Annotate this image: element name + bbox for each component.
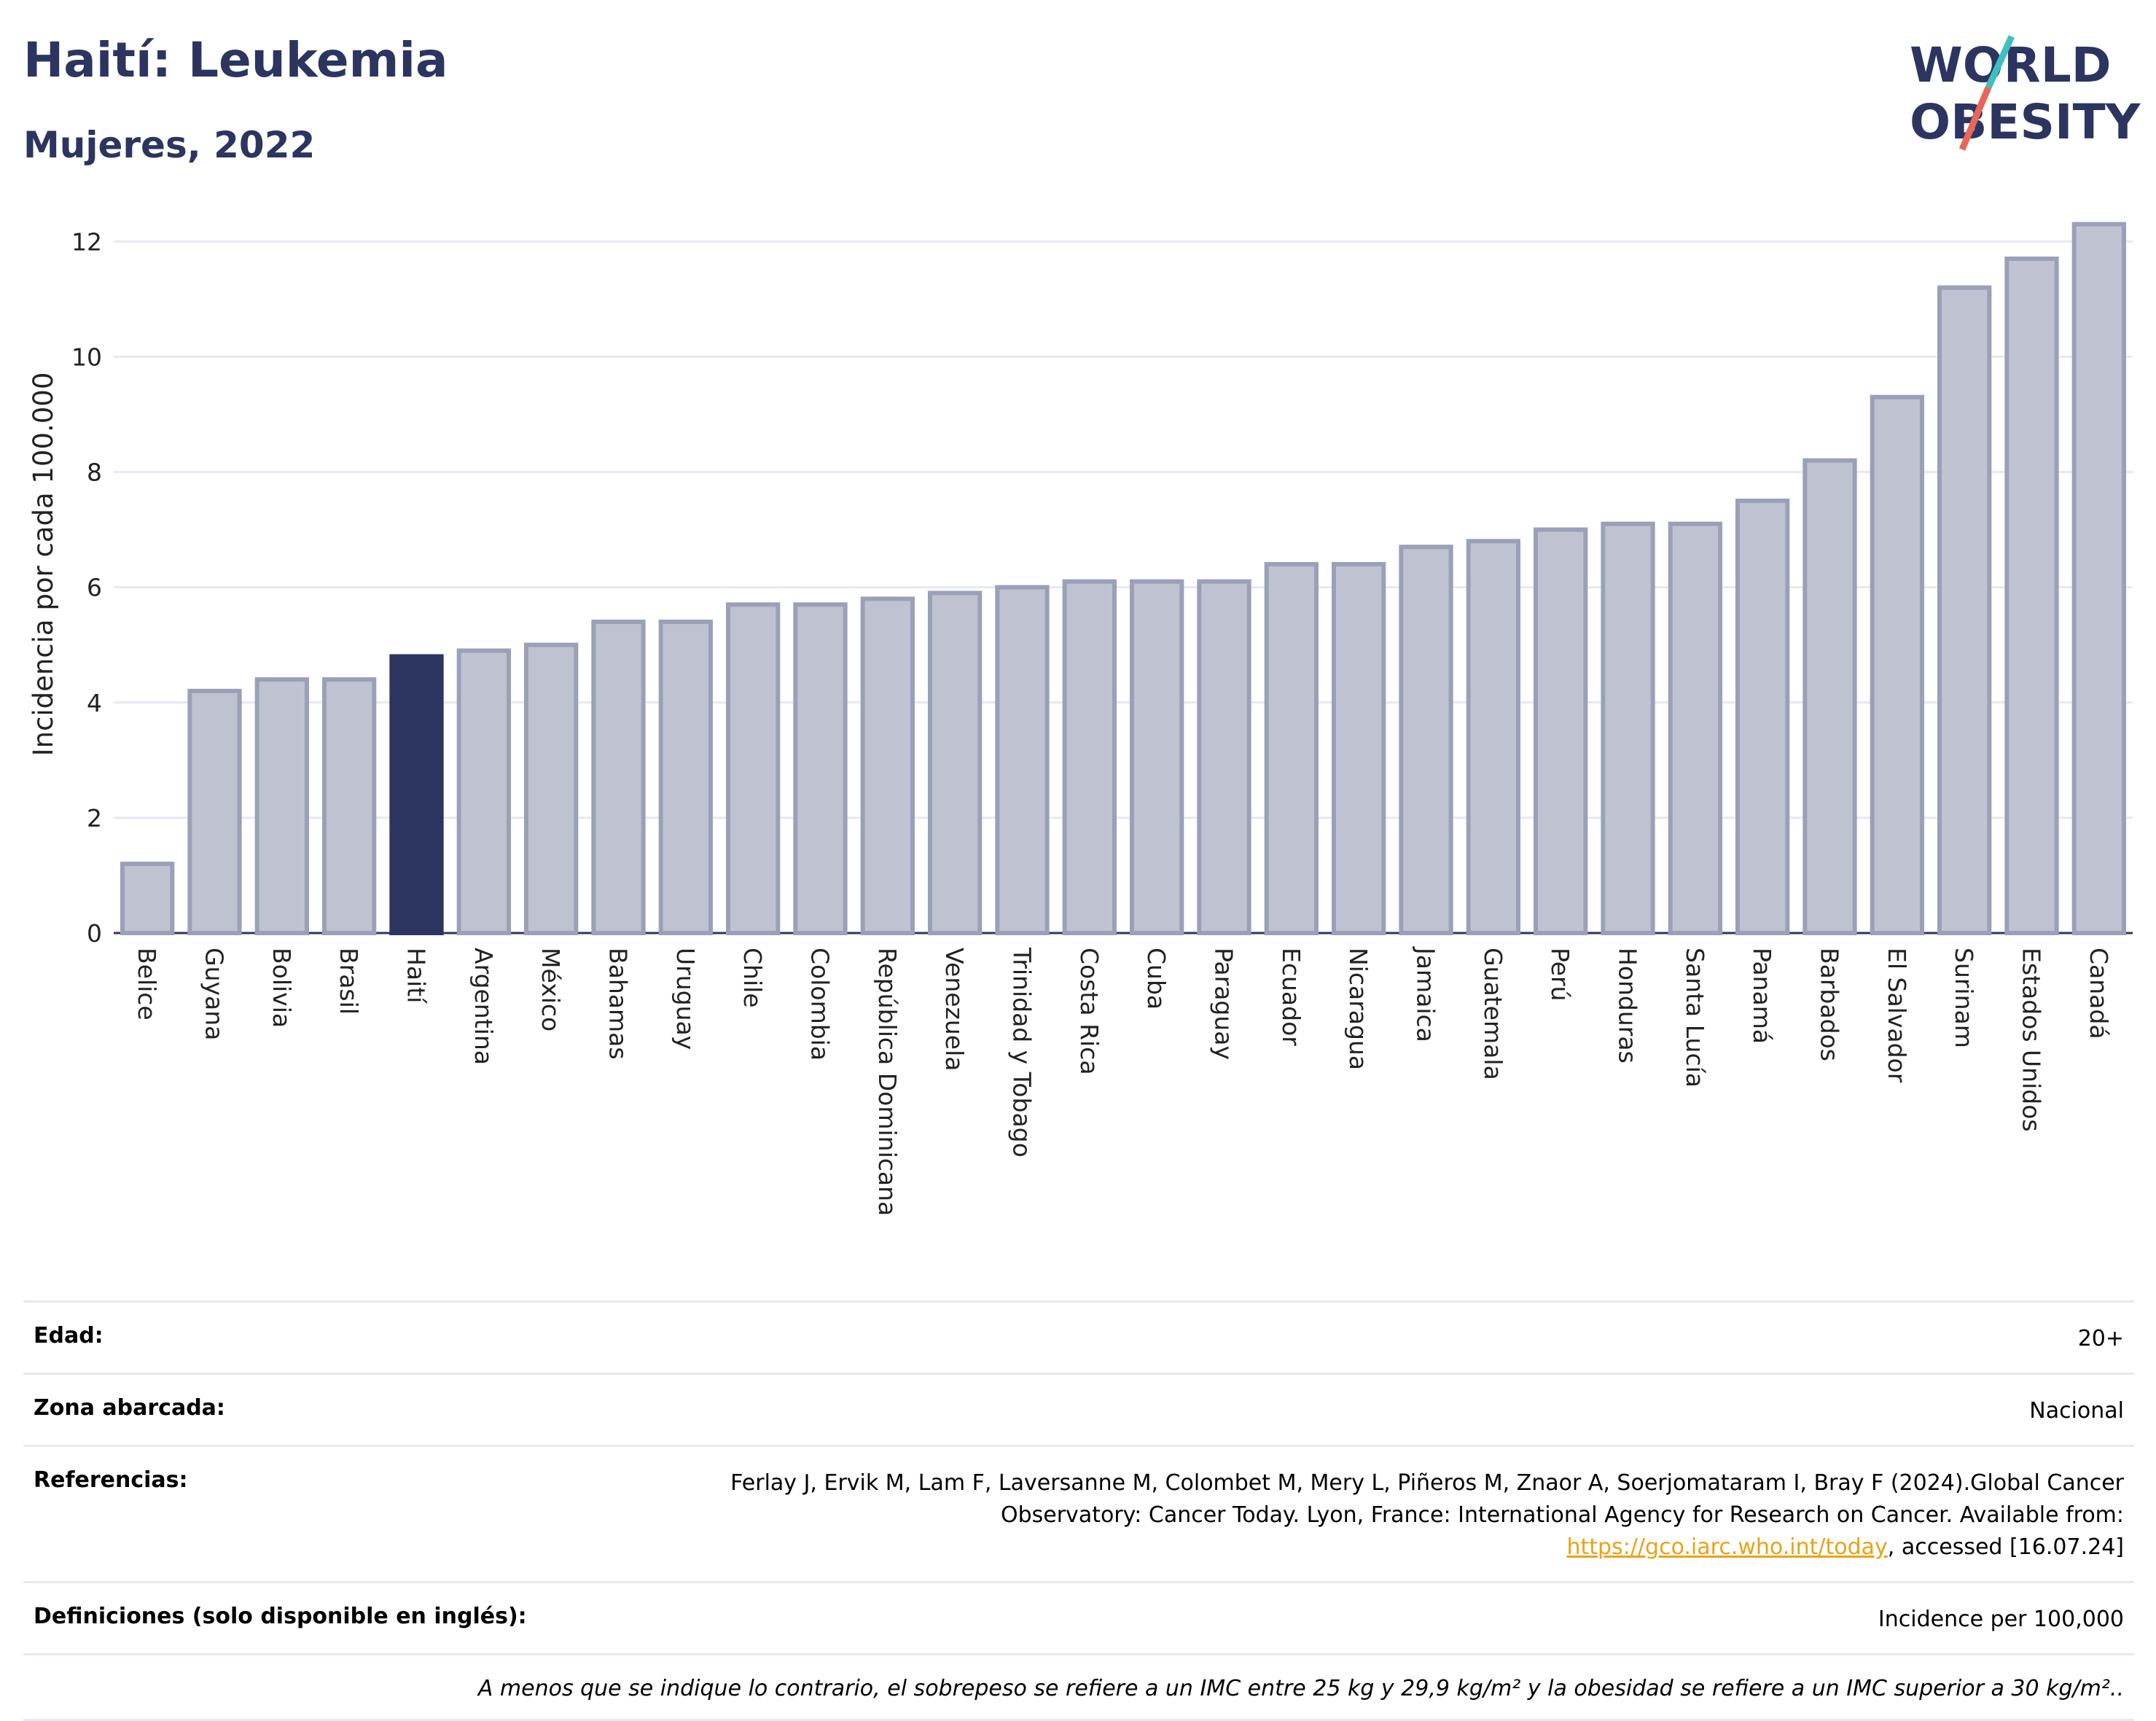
bar[interactable] (1601, 521, 1655, 935)
references-link[interactable]: https://gco.iarc.who.int/today (1566, 1534, 1888, 1560)
logo-word-2: OBESITY (1910, 94, 2141, 150)
x-tick-label: Uruguay (671, 948, 700, 1050)
bar[interactable] (1130, 579, 1184, 935)
x-tick-label: Argentina (469, 948, 498, 1065)
bars (120, 222, 2126, 935)
references-accessed: , accessed [16.07.24] (1887, 1534, 2124, 1560)
references-label: Referencias: (34, 1467, 188, 1493)
x-tick-label: El Salvador (1883, 948, 1911, 1083)
x-tick-label: Colombia (806, 948, 835, 1061)
bar[interactable] (1735, 499, 1790, 935)
bar[interactable] (1197, 579, 1251, 935)
bar[interactable] (187, 688, 242, 935)
bar[interactable] (456, 648, 511, 935)
chart-title: Haití: Leukemia (23, 32, 448, 88)
definitions-label: Definiciones (solo disponible en inglés)… (34, 1604, 527, 1629)
x-tick-label: Belice (133, 948, 161, 1020)
x-tick-label: Trinidad y Tobago (1008, 947, 1036, 1158)
y-tick-label: 8 (87, 458, 102, 487)
info-row-age: Edad: 20+ (23, 1300, 2134, 1373)
bar[interactable] (2071, 222, 2126, 935)
bar[interactable] (254, 677, 309, 935)
y-tick-label: 10 (71, 343, 102, 371)
bar[interactable] (591, 620, 646, 935)
y-axis-label: Incidencia por cada 100.000 (28, 372, 59, 757)
bar[interactable] (1668, 521, 1722, 935)
bar[interactable] (1264, 562, 1319, 935)
bar[interactable] (524, 642, 579, 935)
bar[interactable] (726, 602, 781, 935)
x-tick-label: República Dominicana (873, 948, 902, 1216)
bar[interactable] (928, 590, 983, 935)
y-tick-label: 4 (87, 689, 102, 717)
y-tick-label: 12 (71, 227, 102, 256)
area-label: Zona abarcada: (34, 1395, 225, 1421)
y-tick-label: 2 (87, 804, 102, 832)
x-tick-label: Canadá (2085, 948, 2113, 1039)
x-tick-label: Surinam (1950, 948, 1978, 1048)
bar[interactable] (1332, 562, 1386, 935)
x-tick-label: Costa Rica (1075, 948, 1104, 1075)
x-tick-label: Jamaica (1412, 946, 1440, 1042)
x-tick-label: Paraguay (1210, 948, 1238, 1060)
x-tick-label: Panamá (1748, 948, 1776, 1044)
x-tick-label: Chile (738, 948, 767, 1008)
x-tick-label: Estados Unidos (2018, 948, 2046, 1132)
x-tick-label: Guyana (200, 948, 229, 1040)
x-tick-label: Perú (1546, 948, 1574, 1002)
bar[interactable] (322, 677, 377, 935)
bar[interactable] (1802, 458, 1857, 935)
bar[interactable] (120, 862, 175, 935)
info-row-note: A menos que se indique lo contrario, el … (23, 1653, 2134, 1721)
x-tick-label: Brasil (335, 948, 363, 1015)
bar[interactable] (860, 596, 915, 935)
logo-slash-teal (1985, 35, 2015, 89)
bar[interactable] (1937, 285, 1992, 935)
world-obesity-logo: WORLD OBESITY (1910, 35, 2141, 151)
age-value: 20+ (2077, 1326, 2124, 1351)
x-tick-label: Santa Lucía (1681, 948, 1709, 1088)
info-row-definitions: Definiciones (solo disponible en inglés)… (23, 1581, 2134, 1653)
x-tick-label: Venezuela (940, 948, 969, 1071)
y-axis-ticks: 0 2 4 6 8 10 12 (71, 227, 102, 948)
references-value: Ferlay J, Ervik M, Lam F, Laversanne M, … (666, 1467, 2124, 1564)
grid-lines (114, 240, 2133, 934)
x-tick-label: Bolivia (267, 948, 296, 1028)
x-tick-label: México (536, 948, 565, 1031)
info-table: Edad: 20+ Zona abarcada: Nacional Refere… (23, 1300, 2134, 1721)
x-axis-ticks: Belice Guyana Bolivia Brasil Haití Argentina M… (133, 946, 2113, 1216)
x-tick-label: Bahamas (604, 948, 633, 1060)
x-tick-label: Ecuador (1277, 948, 1305, 1046)
logo-slash-coral (1958, 86, 1992, 151)
x-tick-label: Cuba (1142, 948, 1171, 1010)
definitions-value: Incidence per 100,000 (1878, 1607, 2124, 1632)
bar[interactable] (2004, 256, 2059, 935)
area-value: Nacional (2029, 1398, 2124, 1424)
chart-subtitle: Mujeres, 2022 (23, 124, 316, 166)
bar[interactable] (995, 585, 1050, 935)
age-label: Edad: (34, 1323, 103, 1349)
bar[interactable] (793, 602, 848, 935)
references-text: Ferlay J, Ervik M, Lam F, Laversanne M, … (730, 1470, 2124, 1528)
info-row-references: Referencias: Ferlay J, Ervik M, Lam F, L… (23, 1445, 2134, 1581)
bar[interactable] (1399, 545, 1453, 935)
x-tick-label: Barbados (1816, 948, 1844, 1061)
bar[interactable] (1534, 527, 1588, 935)
x-tick-label: Nicaragua (1344, 948, 1372, 1070)
x-tick-label: Honduras (1614, 948, 1642, 1064)
y-tick-label: 0 (87, 919, 102, 948)
x-tick-label: Haití (402, 948, 431, 1004)
footnote: A menos que se indique lo contrario, el … (477, 1676, 2124, 1701)
bar-highlight[interactable] (389, 654, 444, 935)
info-row-area: Zona abarcada: Nacional (23, 1373, 2134, 1445)
y-tick-label: 6 (87, 574, 102, 602)
bar[interactable] (658, 620, 713, 935)
bar[interactable] (1466, 539, 1520, 935)
bar[interactable] (1062, 579, 1117, 935)
x-tick-label: Guatemala (1479, 948, 1507, 1080)
bar[interactable] (1870, 394, 1924, 935)
bar-chart: 0 2 4 6 8 10 12 Belice Guyana Bolivia Brasil Haití… (28, 222, 2133, 1216)
